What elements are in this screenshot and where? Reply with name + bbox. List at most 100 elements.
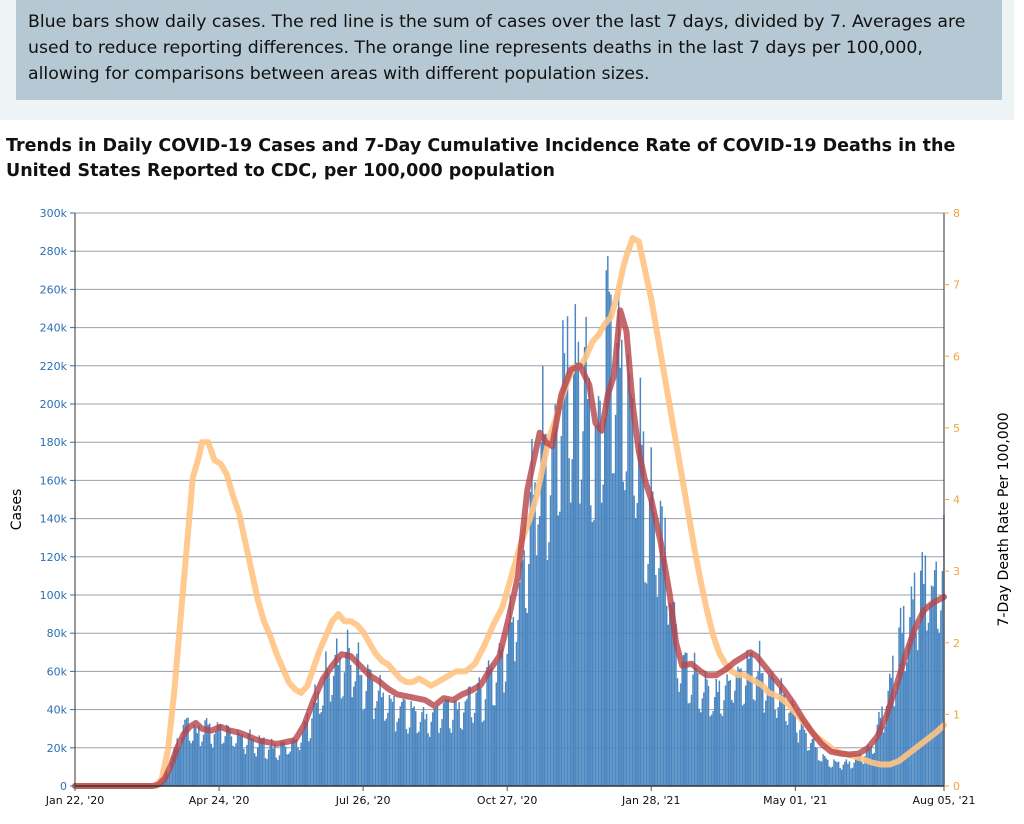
- case-bar: [201, 741, 203, 786]
- case-bar: [600, 502, 603, 786]
- y-tick-label: 200k: [40, 398, 68, 411]
- case-bar: [404, 699, 406, 786]
- case-bar: [252, 738, 254, 786]
- case-bar: [690, 694, 693, 786]
- case-bar: [591, 522, 594, 786]
- case-bar: [517, 619, 519, 786]
- case-bar: [935, 561, 937, 786]
- case-bar: [895, 691, 897, 786]
- case-bar: [495, 682, 498, 786]
- case-bar: [737, 666, 739, 786]
- case-bar: [472, 722, 474, 786]
- case-bar: [205, 718, 208, 786]
- case-bar: [342, 696, 344, 786]
- case-bar: [458, 701, 460, 786]
- case-bar: [244, 754, 247, 786]
- y-tick-label: 160k: [40, 474, 68, 487]
- case-bar: [520, 563, 522, 786]
- case-bar: [822, 754, 824, 786]
- case-bar: [870, 746, 872, 786]
- case-bar: [507, 623, 510, 786]
- case-bar: [713, 697, 716, 786]
- case-bar: [879, 717, 882, 786]
- case-bar: [531, 439, 533, 786]
- case-bar: [840, 769, 843, 786]
- case-bar: [709, 716, 711, 786]
- case-bar: [927, 622, 930, 786]
- case-bar: [800, 723, 803, 786]
- case-bar: [684, 652, 687, 786]
- case-bar: [825, 758, 827, 786]
- case-bar: [348, 647, 350, 786]
- case-bar: [621, 339, 623, 786]
- case-bar: [393, 695, 395, 786]
- case-bar: [919, 570, 922, 786]
- case-bar: [512, 616, 515, 786]
- case-bar: [235, 743, 237, 786]
- case-bar: [469, 686, 471, 786]
- case-bar: [760, 673, 762, 786]
- case-bar: [314, 684, 316, 786]
- case-bar: [573, 373, 575, 786]
- case-bar: [487, 660, 490, 786]
- y-tick-label: 0: [60, 780, 67, 793]
- case-bar: [190, 743, 192, 786]
- case-bar: [669, 602, 671, 786]
- case-bar: [647, 563, 649, 786]
- case-bar: [678, 691, 680, 786]
- case-bar: [421, 712, 423, 786]
- y-tick-label: 20k: [47, 742, 68, 755]
- case-bar: [232, 745, 234, 786]
- case-bar: [294, 739, 296, 786]
- case-bar: [339, 656, 341, 786]
- case-bar: [732, 702, 735, 786]
- case-bar: [757, 671, 759, 786]
- case-bar: [349, 664, 352, 786]
- case-bar: [236, 730, 239, 786]
- case-bar: [537, 524, 539, 786]
- case-bar: [221, 743, 223, 786]
- case-bar: [538, 516, 541, 786]
- y-tick-label: 180k: [40, 436, 68, 449]
- case-bar: [291, 740, 293, 786]
- case-bar: [827, 759, 829, 786]
- case-bar: [788, 712, 790, 786]
- case-bar: [555, 408, 558, 786]
- case-bar: [396, 721, 398, 786]
- case-bar: [583, 346, 586, 786]
- case-bar: [473, 712, 476, 786]
- case-bar: [419, 721, 422, 786]
- case-bar: [387, 712, 389, 786]
- case-bar: [246, 745, 248, 786]
- case-bar: [918, 625, 920, 786]
- case-bar: [405, 729, 408, 786]
- case-bar: [326, 668, 329, 786]
- case-bar: [306, 712, 309, 786]
- case-bar: [721, 715, 724, 786]
- case-bar: [346, 629, 349, 786]
- case-bar: [515, 641, 518, 786]
- case-bar: [442, 702, 445, 786]
- case-bar: [351, 697, 353, 786]
- case-bar: [701, 698, 704, 786]
- case-bar: [528, 563, 530, 786]
- y-tick-label: 300k: [40, 207, 68, 220]
- case-bar: [384, 720, 386, 786]
- case-bar: [552, 426, 555, 786]
- case-bar: [864, 756, 866, 786]
- case-bar: [662, 556, 665, 786]
- case-bar: [286, 754, 288, 786]
- case-bar: [774, 710, 776, 786]
- case-bar: [909, 617, 911, 786]
- case-bar: [803, 729, 806, 786]
- case-bar: [366, 664, 369, 786]
- case-bar: [503, 692, 505, 786]
- case-bar: [444, 699, 446, 786]
- case-bar: [610, 294, 612, 786]
- x-tick-label: May 01, '21: [763, 794, 827, 807]
- case-bar: [940, 610, 942, 786]
- case-bar: [845, 759, 848, 786]
- case-bar: [504, 681, 507, 786]
- case-bar: [772, 677, 775, 786]
- case-bar: [625, 471, 628, 786]
